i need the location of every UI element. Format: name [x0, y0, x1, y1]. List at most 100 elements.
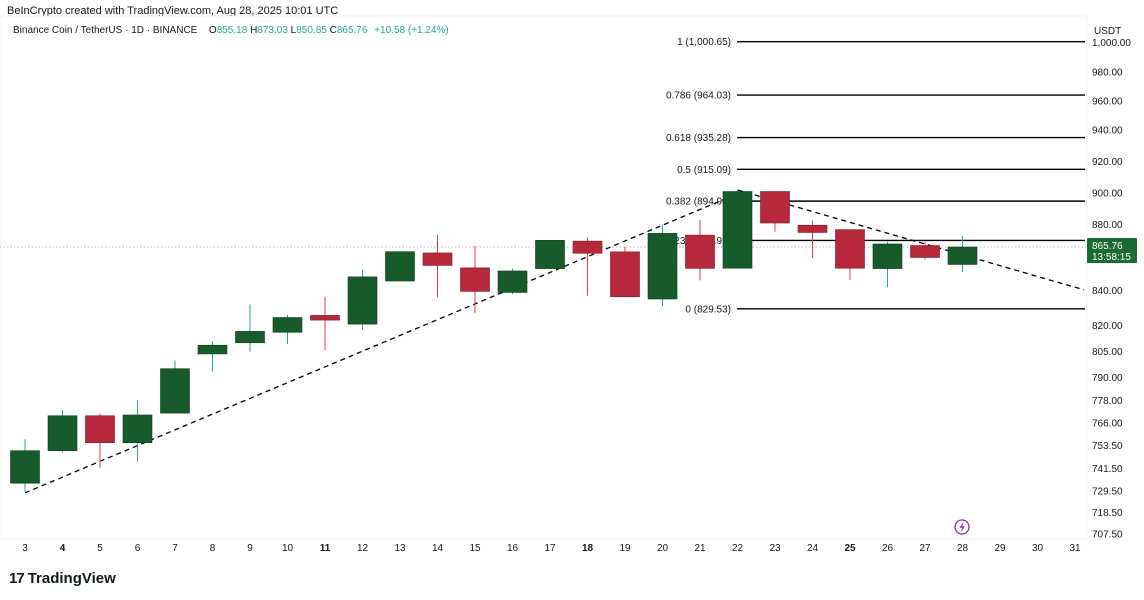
- candle-body: [535, 240, 565, 269]
- candle-body: [310, 315, 340, 321]
- x-axis-tick-label: 12: [357, 543, 369, 554]
- candle: [197, 341, 228, 372]
- candle-body: [722, 191, 753, 269]
- candle-body: [160, 368, 190, 414]
- currency-label: USDT: [1094, 26, 1122, 37]
- open-value: 855.18: [216, 25, 248, 36]
- candle: [760, 191, 790, 232]
- x-axis-tick-label: 25: [844, 543, 856, 554]
- candle-body: [10, 450, 40, 484]
- y-axis-tick-label: 790.00: [1092, 373, 1123, 384]
- y-axis-tick-label: 778.00: [1092, 396, 1123, 407]
- y-axis-tick-label: 820.00: [1092, 321, 1123, 332]
- candle-body: [647, 233, 678, 300]
- x-axis-tick-label: 18: [582, 543, 594, 554]
- y-axis-tick-label: 753.50: [1092, 441, 1123, 452]
- candle-body: [497, 270, 528, 293]
- candle-body: [272, 317, 303, 333]
- x-axis-tick-label: 30: [1032, 543, 1044, 554]
- lightning-icon[interactable]: [954, 519, 970, 535]
- x-axis-tick-label: 27: [919, 543, 931, 554]
- candle-body: [460, 267, 490, 292]
- candle: [910, 241, 940, 260]
- candle: [722, 189, 753, 269]
- x-axis-tick-label: 14: [432, 543, 444, 554]
- y-axis-tick-label: 980.00: [1092, 67, 1123, 78]
- x-axis-tick-label: 5: [97, 543, 103, 554]
- x-axis-tick-label: 24: [807, 543, 819, 554]
- candle-body: [797, 224, 828, 233]
- y-axis-tick-label: 840.00: [1092, 286, 1123, 297]
- candle-body: [872, 243, 903, 269]
- trend-line: [737, 189, 1085, 291]
- last-price-value: 865.76: [1092, 241, 1123, 252]
- candle-body: [760, 191, 790, 224]
- candle-body: [385, 251, 415, 282]
- y-axis-tick-label: 766.00: [1092, 418, 1123, 429]
- candle-body: [685, 234, 715, 269]
- x-axis-tick-label: 21: [694, 543, 706, 554]
- fib-level-label: 1 (1,000.65): [677, 37, 731, 48]
- candle: [85, 413, 115, 469]
- candle: [10, 439, 40, 492]
- fib-level-label: 0.786 (964.03): [666, 91, 731, 102]
- candle-body: [422, 252, 453, 266]
- y-axis-tick-label: 729.50: [1092, 486, 1123, 497]
- candle: [497, 268, 528, 295]
- x-axis-tick-label: 20: [657, 543, 669, 554]
- candle-body: [85, 415, 115, 443]
- candle: [797, 220, 828, 258]
- x-axis-tick-label: 29: [994, 543, 1006, 554]
- x-axis-tick-label: 13: [394, 543, 406, 554]
- candle: [235, 304, 265, 352]
- x-axis-tick-label: 15: [469, 543, 481, 554]
- candle: [460, 245, 490, 314]
- fib-level-label: 0 (829.53): [685, 304, 731, 315]
- candle: [947, 235, 978, 272]
- candle-body: [347, 276, 378, 325]
- candle: [385, 251, 415, 282]
- close-value: 865.76: [336, 25, 368, 36]
- candle: [347, 269, 378, 330]
- x-axis-tick-label: 9: [247, 543, 253, 554]
- tradingview-logo[interactable]: 17 TradingView: [9, 570, 116, 587]
- tradingview-logo-icon: 17: [9, 570, 25, 587]
- x-axis-tick-label: 26: [882, 543, 894, 554]
- candle-body: [122, 414, 153, 443]
- candle: [647, 224, 678, 307]
- close-label: C: [329, 25, 337, 36]
- x-axis-tick-label: 31: [1069, 543, 1081, 554]
- x-axis-tick-label: 19: [619, 543, 631, 554]
- x-axis-tick-label: 16: [507, 543, 519, 554]
- fib-level-label: 0.5 (915.09): [677, 165, 731, 176]
- candle: [835, 229, 865, 280]
- y-axis-tick-label: 900.00: [1092, 189, 1123, 200]
- y-axis-tick-label: 880.00: [1092, 220, 1123, 231]
- trend-line: [24, 189, 747, 494]
- plot-area-frame: [0, 15, 1088, 540]
- candle-body: [572, 240, 603, 254]
- y-axis-tick-label: 1,000.00: [1092, 38, 1131, 49]
- fib-level-label: 0.618 (935.28): [666, 133, 731, 144]
- candle: [122, 400, 153, 462]
- price-change: +10.58 (+1.24%): [374, 25, 449, 36]
- x-axis-tick-label: 8: [210, 543, 216, 554]
- candle: [272, 314, 303, 345]
- y-axis-tick-label: 707.50: [1092, 530, 1123, 541]
- low-value: 850.85: [296, 25, 327, 36]
- candle: [47, 409, 78, 453]
- last-price-tag: [1087, 238, 1137, 264]
- y-axis-tick-label: 718.50: [1092, 508, 1123, 519]
- x-axis-tick-label: 7: [172, 543, 178, 554]
- x-axis-tick-label: 4: [60, 543, 66, 554]
- high-label: H: [250, 25, 258, 36]
- y-axis-tick-label: 940.00: [1092, 126, 1123, 137]
- x-axis-tick-label: 23: [769, 543, 781, 554]
- x-axis-tick-label: 17: [544, 543, 556, 554]
- candle-body: [835, 229, 865, 269]
- x-axis-tick-label: 10: [282, 543, 294, 554]
- candle: [610, 246, 640, 298]
- x-axis-tick-label: 22: [732, 543, 744, 554]
- candle-body: [235, 331, 265, 344]
